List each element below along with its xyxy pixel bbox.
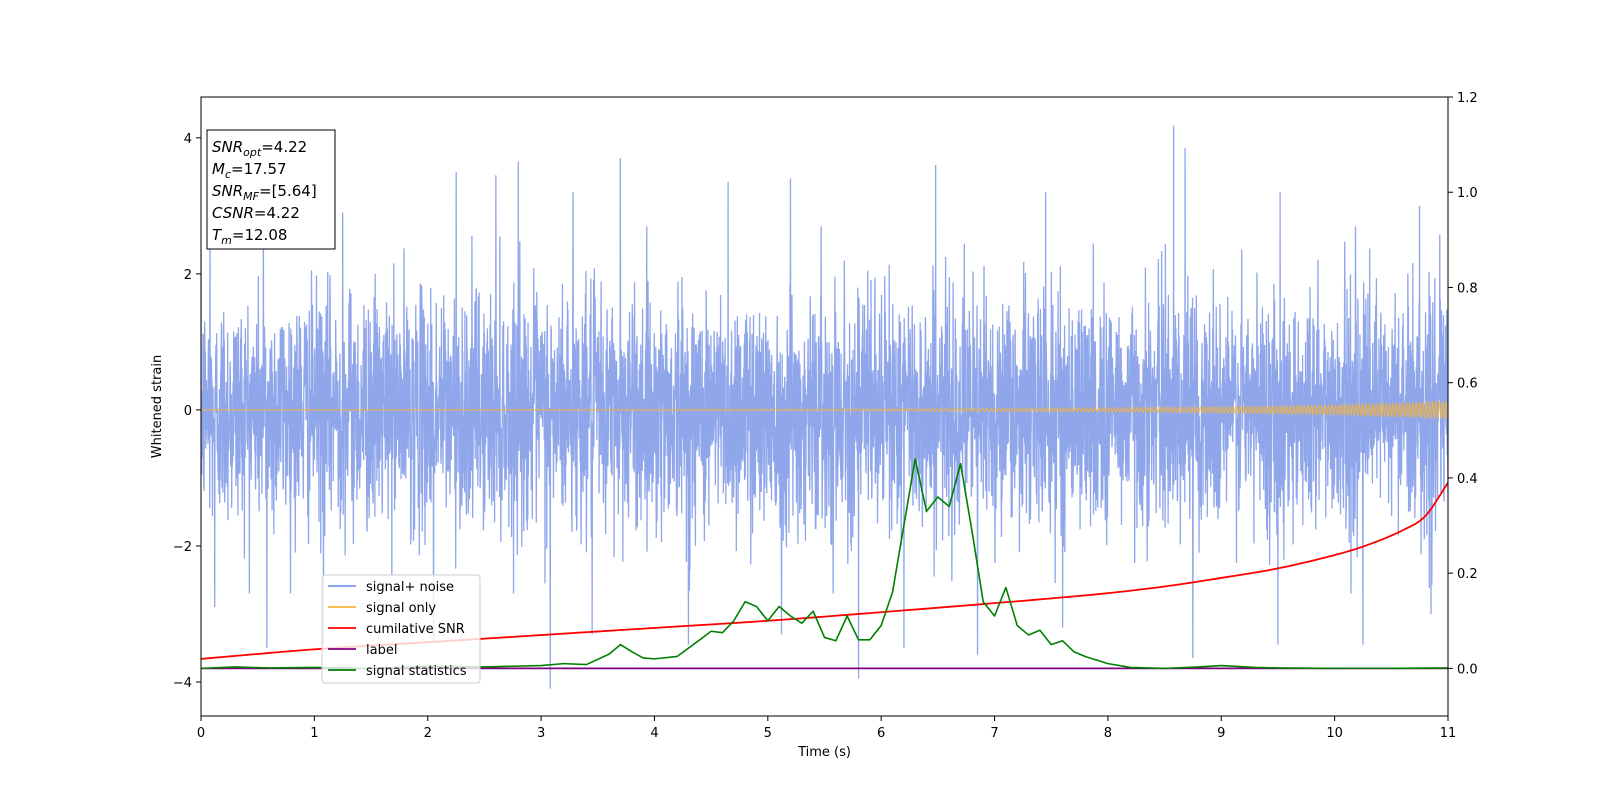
y-axis-right: 0.0 0.2 0.4 0.6 0.8 1.0 1.2 xyxy=(1448,91,1478,677)
info-subscript: MF xyxy=(243,190,259,203)
info-line: CSNR=4.22 xyxy=(212,204,300,222)
x-tick-label: 4 xyxy=(650,726,658,741)
legend-frame xyxy=(321,574,481,684)
info-symbol: M xyxy=(212,160,225,178)
y-left-tick-label: −2 xyxy=(173,540,192,555)
info-box-frame xyxy=(206,129,336,250)
y-left-tick-label: 4 xyxy=(184,132,192,147)
y-left-tick-label: 2 xyxy=(184,268,192,283)
info-line: SNRMF=[5.64] xyxy=(212,182,317,203)
info-symbol: CSNR xyxy=(212,204,254,222)
x-tick-label: 1 xyxy=(310,726,318,741)
series-signal-statistics-line xyxy=(201,458,1448,670)
info-value: =17.57 xyxy=(231,160,287,178)
y-right-tick-label: 0.2 xyxy=(1457,567,1478,582)
info-value: =[5.64] xyxy=(259,182,317,200)
series-signal-only-line xyxy=(201,399,1448,420)
info-subscript: m xyxy=(221,234,232,247)
x-tick-label: 7 xyxy=(990,726,998,741)
x-axis-label: Time (s) xyxy=(797,745,851,760)
info-symbol: T xyxy=(212,226,223,244)
x-tick-label: 10 xyxy=(1326,726,1343,741)
legend-entry-label: signal statistics xyxy=(366,664,467,679)
x-tick-label: 5 xyxy=(764,726,772,741)
legend-entry-label: signal only xyxy=(366,601,436,616)
info-value: =4.22 xyxy=(261,138,307,156)
info-line: Tm=12.08 xyxy=(212,226,287,247)
legend-entry-label: label xyxy=(366,643,397,658)
x-tick-label: 8 xyxy=(1104,726,1112,741)
x-tick-label: 3 xyxy=(537,726,545,741)
x-tick-label: 6 xyxy=(877,726,885,741)
info-line: Mc=17.57 xyxy=(212,160,287,181)
y-right-tick-label: 0.4 xyxy=(1457,472,1478,487)
info-box: SNRopt=4.22Mc=17.57SNRMF=[5.64]CSNR=4.22… xyxy=(206,129,336,250)
y-axis-left: −4 −2 0 2 4 xyxy=(173,132,201,691)
legend-entry-label: signal+ noise xyxy=(366,580,454,595)
info-value: =12.08 xyxy=(232,226,288,244)
x-tick-label: 9 xyxy=(1217,726,1225,741)
y-right-tick-label: 0.8 xyxy=(1457,281,1478,296)
info-subscript: opt xyxy=(243,146,262,159)
legend-entry-label: cumilative SNR xyxy=(366,622,465,637)
series-signal-noise-line xyxy=(201,125,1448,689)
x-tick-label: 11 xyxy=(1440,726,1457,741)
x-tick-label: 2 xyxy=(424,726,432,741)
info-symbol: SNR xyxy=(212,138,243,156)
legend: signal+ noise signal only cumilative SNR la… xyxy=(321,574,481,684)
plot-frame xyxy=(200,96,1449,717)
info-line: SNRopt=4.22 xyxy=(212,138,307,159)
info-subscript: c xyxy=(225,168,231,181)
y-left-tick-label: −4 xyxy=(173,676,192,691)
y-right-tick-label: 1.2 xyxy=(1457,91,1478,106)
info-symbol: SNR xyxy=(212,182,243,200)
y-left-tick-label: 0 xyxy=(184,404,192,419)
y-right-tick-label: 1.0 xyxy=(1457,186,1478,201)
y-axis-label: Whitened strain xyxy=(150,355,165,458)
x-axis: 0 1 2 3 4 5 6 7 8 9 10 11 xyxy=(197,716,1456,741)
y-right-tick-label: 0.6 xyxy=(1457,377,1478,392)
y-right-tick-label: 0.0 xyxy=(1457,662,1478,677)
info-value: =4.22 xyxy=(254,204,300,222)
x-tick-label: 0 xyxy=(197,726,205,741)
